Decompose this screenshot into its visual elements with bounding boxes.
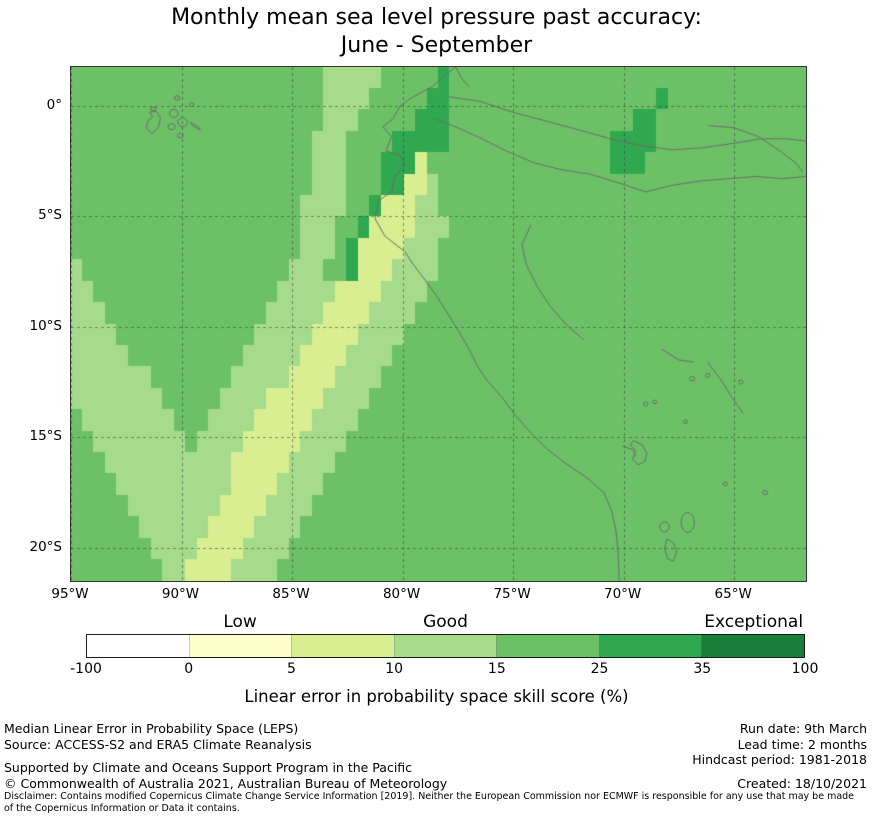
chart-title-line2: June - September	[340, 33, 533, 58]
x-tick-label: 70°W	[603, 586, 642, 602]
y-tick-label: 5°S	[38, 207, 62, 224]
x-tick-label: 95°W	[51, 586, 89, 602]
x-tick-label: 75°W	[493, 586, 531, 602]
colorbar-tick-label: 0	[184, 661, 194, 677]
footer-run-info: Run date: 9th March Lead time: 2 months …	[692, 721, 867, 768]
colorbar-band[interactable]	[598, 635, 702, 657]
colorbar-axis-label: Linear error in probability space skill …	[244, 687, 629, 706]
footer-support: Supported by Climate and Oceans Support …	[4, 760, 413, 775]
colorbar-band[interactable]	[87, 635, 189, 657]
colorbar-category-label: Exceptional	[704, 612, 804, 632]
coastline-graticule-layer	[71, 67, 806, 581]
skill-score-map[interactable]	[70, 66, 807, 582]
colorbar-band[interactable]	[701, 635, 805, 657]
x-tick-label: 65°W	[714, 586, 752, 602]
footer-disclaimer: Disclaimer: Contains modified Copernicus…	[4, 791, 855, 814]
footer-run-date: Run date: 9th March	[739, 721, 867, 736]
colorbar-tick-label: 5	[286, 661, 296, 677]
footer-hindcast-period: Hindcast period: 1981-2018	[692, 752, 867, 767]
y-tick-label: 0°	[46, 96, 62, 113]
colorbar-tick-label: 10	[385, 661, 404, 677]
chart-title: Monthly mean sea level pressure past acc…	[0, 4, 873, 60]
colorbar-category-label: Good	[423, 612, 468, 632]
colorbar-tick-label: 35	[693, 661, 712, 677]
colorbar-category-labels: Low Good Exceptional	[0, 612, 873, 634]
colorbar-band[interactable]	[188, 635, 292, 657]
colorbar-category-label: Low	[223, 612, 257, 632]
colorbar-tick-label: -100	[70, 661, 102, 677]
y-tick-label: 10°S	[29, 317, 63, 334]
x-tick-label: 90°W	[161, 586, 200, 602]
colorbar-tick-label: 15	[487, 661, 506, 677]
x-tick-label: 85°W	[272, 586, 310, 602]
footer-created: Created: 18/10/2021	[737, 776, 867, 791]
y-tick-label: 20°S	[29, 538, 63, 555]
footer-source: Source: ACCESS-S2 and ERA5 Climate Reana…	[4, 736, 312, 752]
chart-title-line1: Monthly mean sea level pressure past acc…	[171, 5, 702, 30]
x-tick-label: 80°W	[382, 586, 421, 602]
colorbar-band[interactable]	[393, 635, 497, 657]
footer-copyright: © Commonwealth of Australia 2021, Austra…	[4, 776, 448, 791]
colorbar-band[interactable]	[496, 635, 599, 657]
colorbar[interactable]	[86, 634, 805, 658]
colorbar-tick-label: 25	[590, 661, 609, 677]
footer-lead-time: Lead time: 2 months	[737, 736, 867, 752]
y-tick-label: 15°S	[29, 428, 63, 445]
colorbar-tick-labels: -100 0 5 10 15 25 35 100	[0, 661, 873, 681]
footer-metric: Median Linear Error in Probability Space…	[4, 721, 299, 736]
colorbar-tick-label: 100	[791, 661, 819, 677]
footer-metric-block: Median Linear Error in Probability Space…	[4, 721, 312, 752]
colorbar-band[interactable]	[291, 635, 394, 657]
